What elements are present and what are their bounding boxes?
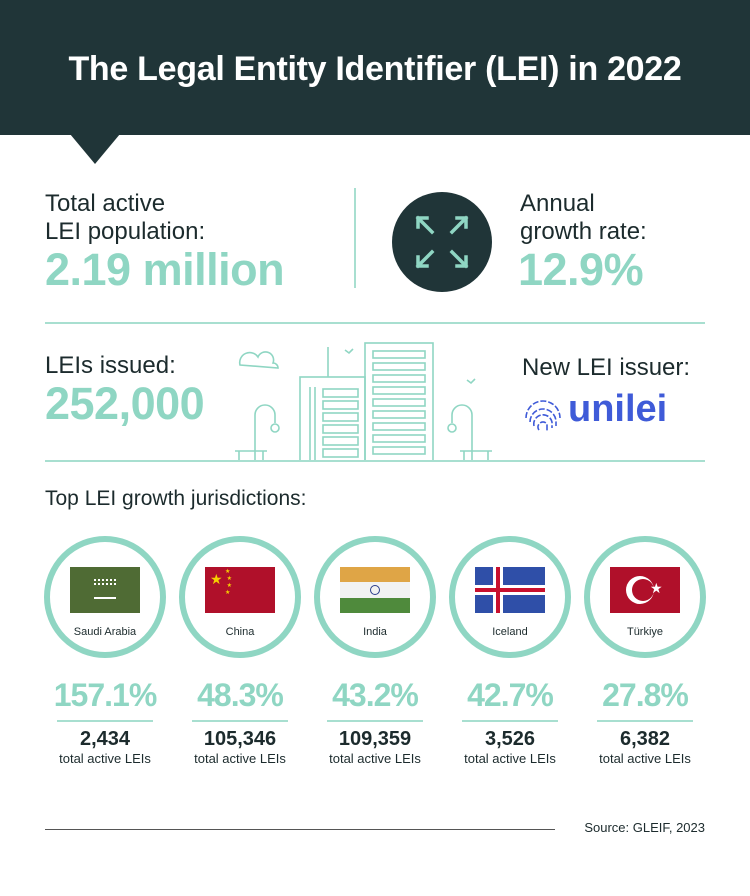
- population-value: 2.19 million: [45, 244, 285, 295]
- page-title: The Legal Entity Identifier (LEI) in 202…: [68, 50, 682, 88]
- divider-line: [45, 460, 705, 462]
- turkiye-flag-icon: ★: [610, 567, 680, 613]
- growth-percent: 42.7%: [467, 677, 554, 713]
- population-label-line2: LEI population:: [45, 218, 206, 245]
- header-banner: [0, 0, 750, 135]
- growth-percent: 48.3%: [197, 677, 284, 713]
- total-label: total active LEIs: [329, 751, 421, 766]
- growth-percent: 27.8%: [602, 677, 689, 713]
- total-label: total active LEIs: [464, 751, 556, 766]
- source-note: Source: GLEIF, 2023: [584, 820, 705, 835]
- country-name: India: [363, 626, 387, 638]
- underline: [327, 720, 423, 722]
- jurisdiction-badge-saudi-arabia: Saudi Arabia: [44, 536, 166, 658]
- fingerprint-icon: [525, 400, 561, 432]
- city-illustration: [235, 342, 492, 461]
- total-label: total active LEIs: [599, 751, 691, 766]
- total-count: 2,434: [79, 728, 131, 750]
- jurisdiction-badge-turkiye: ★ Türkiye: [584, 536, 706, 658]
- country-name: Iceland: [492, 626, 528, 638]
- jurisdiction-stats: 48.3% 105,346 total active LEIs: [175, 677, 305, 766]
- jurisdiction-badge-iceland: Iceland: [449, 536, 571, 658]
- total-label: total active LEIs: [59, 751, 151, 766]
- growth-percent: 43.2%: [332, 677, 419, 713]
- underline: [462, 720, 558, 722]
- jurisdiction-stats: 43.2% 109,359 total active LEIs: [310, 677, 440, 766]
- jurisdiction-stats: 27.8% 6,382 total active LEIs: [580, 677, 710, 766]
- total-count: 109,359: [338, 728, 412, 750]
- issued-label: LEIs issued:: [45, 352, 176, 379]
- growth-percent: 157.1%: [53, 677, 158, 713]
- footer-line: [45, 829, 555, 830]
- growth-label-line2: growth rate:: [520, 218, 647, 245]
- total-count: 105,346: [203, 728, 277, 750]
- underline: [192, 720, 288, 722]
- unilei-wordmark: unilei: [568, 388, 668, 430]
- growth-label: Annual growth rate:: [520, 190, 647, 246]
- jurisdiction-stats: 157.1% 2,434 total active LEIs: [40, 677, 170, 766]
- total-count: 3,526: [484, 728, 536, 750]
- underline: [597, 720, 693, 722]
- unilei-logo: unilei: [520, 388, 700, 438]
- india-flag-icon: [340, 567, 410, 613]
- expand-arrows-icon: [392, 192, 492, 292]
- jurisdiction-badge-india: India: [314, 536, 436, 658]
- jurisdiction-badge-china: ★ ★ ★ ★ ★ China: [179, 536, 301, 658]
- country-name: Saudi Arabia: [73, 626, 137, 638]
- underline: [57, 720, 153, 722]
- population-label: Total active LEI population:: [45, 190, 205, 246]
- divider-line: [45, 322, 705, 324]
- vertical-divider: [354, 188, 356, 288]
- jurisdictions-title: Top LEI growth jurisdictions:: [45, 487, 307, 510]
- issuer-label: New LEI issuer:: [522, 354, 691, 381]
- issued-value: 252,000: [45, 378, 205, 429]
- jurisdiction-stats: 42.7% 3,526 total active LEIs: [445, 677, 575, 766]
- total-label: total active LEIs: [194, 751, 286, 766]
- growth-value: 12.9%: [518, 244, 644, 295]
- country-name: Türkiye: [626, 626, 664, 638]
- banner-pointer: [70, 134, 120, 164]
- total-count: 6,382: [619, 728, 671, 750]
- country-name: China: [225, 626, 255, 638]
- china-flag-icon: ★ ★ ★ ★ ★: [205, 567, 275, 613]
- population-label-line1: Total active: [45, 190, 166, 217]
- saudi-arabia-flag-icon: [70, 567, 140, 613]
- growth-label-line1: Annual: [520, 190, 595, 217]
- iceland-flag-icon: [475, 567, 545, 613]
